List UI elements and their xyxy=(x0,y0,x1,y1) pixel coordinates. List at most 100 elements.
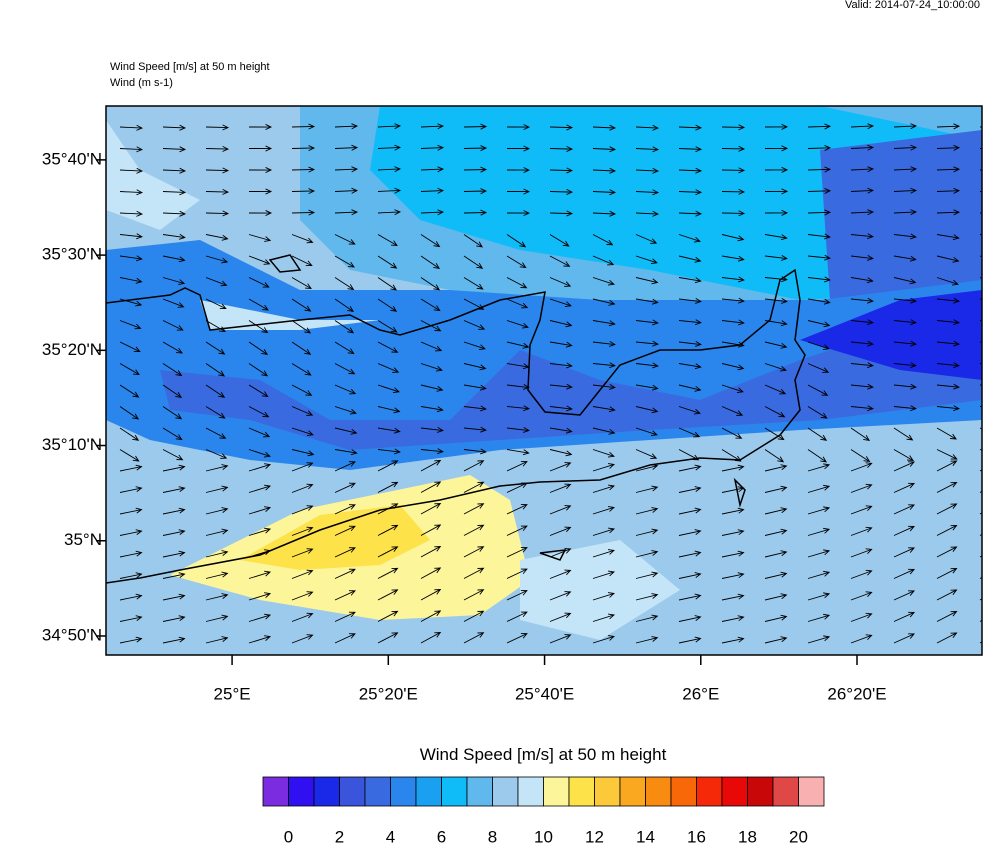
wind-arrow xyxy=(678,210,703,217)
wind-arrow xyxy=(678,406,701,415)
wind-arrow xyxy=(334,590,356,601)
wind-arrow xyxy=(678,189,703,196)
wind-arrow xyxy=(377,384,400,394)
wind-arrow xyxy=(936,234,960,241)
wind-arrow xyxy=(936,449,958,460)
wind-arrow xyxy=(463,209,488,216)
wind-arrow xyxy=(936,460,958,472)
wind-arrow xyxy=(678,507,702,515)
wind-arrow xyxy=(506,568,528,579)
wind-arrow xyxy=(635,298,659,305)
wind-arrow xyxy=(936,319,960,326)
wind-arrow xyxy=(291,384,313,396)
wind-arrow xyxy=(893,568,916,579)
wind-arrow xyxy=(334,547,356,558)
wind-arrow xyxy=(205,449,228,459)
wind-arrow xyxy=(463,546,485,558)
wind-arrow xyxy=(893,319,917,326)
wind-arrow xyxy=(420,341,443,352)
wind-arrow xyxy=(162,427,183,441)
wind-arrow xyxy=(764,571,788,579)
wind-arrow xyxy=(420,320,442,332)
wind-arrow xyxy=(807,506,831,515)
wind-arrow xyxy=(248,635,272,644)
wind-arrow xyxy=(420,448,444,455)
wind-arrow xyxy=(463,460,485,472)
wind-arrow xyxy=(334,363,356,375)
wind-arrow xyxy=(334,320,355,334)
wind-arrow xyxy=(635,362,659,369)
wind-arrow xyxy=(506,461,528,472)
wind-arrow xyxy=(549,277,572,287)
wind-arrow xyxy=(635,234,658,244)
wind-arrow xyxy=(377,320,398,333)
wind-arrow xyxy=(549,526,572,536)
wind-arrow xyxy=(678,615,702,622)
wind-arrow xyxy=(893,187,918,194)
wind-arrow xyxy=(506,426,530,433)
wind-arrow xyxy=(635,464,659,472)
wind-arrow xyxy=(162,449,184,461)
wind-arrow xyxy=(635,146,660,153)
colorbar-label: 6 xyxy=(437,827,446,845)
wind-arrow xyxy=(721,124,746,131)
wind-arrow xyxy=(248,406,270,418)
wind-arrow xyxy=(807,427,828,441)
wind-arrow xyxy=(635,167,660,174)
wind-arrow xyxy=(807,209,832,216)
wind-arrow xyxy=(205,210,230,217)
wind-arrow xyxy=(592,210,617,217)
colorbar-label: 12 xyxy=(585,827,604,845)
colorbar-swatch xyxy=(339,776,366,807)
wind-arrow xyxy=(377,503,399,515)
wind-arrow xyxy=(248,341,269,356)
wind-arrow xyxy=(807,592,831,601)
wind-arrow xyxy=(506,547,528,558)
wind-arrow xyxy=(850,505,873,515)
wind-arrow xyxy=(248,255,271,265)
wind-arrow xyxy=(420,481,442,493)
wind-arrow xyxy=(936,632,958,644)
wind-arrow xyxy=(936,524,958,536)
wind-arrow xyxy=(377,632,399,644)
wind-arrow xyxy=(205,464,229,472)
wind-arrow xyxy=(291,320,312,334)
wind-arrow xyxy=(248,570,272,579)
wind-arrow xyxy=(635,614,659,622)
wind-arrow xyxy=(334,461,356,472)
wind-arrow xyxy=(592,234,614,246)
wind-arrow xyxy=(205,320,226,333)
wind-arrow xyxy=(807,463,831,472)
wind-arrow xyxy=(119,124,144,131)
wind-arrow xyxy=(291,462,314,472)
wind-arrow xyxy=(291,298,312,312)
wind-arrow xyxy=(549,427,573,434)
wind-arrow xyxy=(463,298,485,310)
wind-arrow xyxy=(807,449,828,463)
wind-arrow xyxy=(119,636,143,644)
wind-arrow xyxy=(162,593,186,601)
wind-arrow xyxy=(291,145,316,152)
wind-arrow xyxy=(248,145,273,152)
wind-arrow xyxy=(506,124,531,131)
wind-arrow xyxy=(678,319,702,326)
wind-arrow xyxy=(463,341,486,351)
wind-arrow xyxy=(592,124,617,131)
wind-arrow xyxy=(850,166,875,173)
wind-arrow xyxy=(764,123,789,130)
wind-arrow xyxy=(549,591,572,601)
wind-arrow xyxy=(850,187,875,194)
wind-arrow xyxy=(936,144,961,151)
wind-arrow xyxy=(334,504,356,515)
wind-arrow xyxy=(205,124,230,131)
wind-arrow xyxy=(592,549,615,558)
wind-arrow xyxy=(721,319,745,326)
wind-arrow xyxy=(463,524,485,536)
wind-arrow xyxy=(162,255,186,263)
wind-arrow xyxy=(936,209,961,216)
wind-arrow xyxy=(248,427,271,438)
wind-arrow xyxy=(721,234,745,242)
wind-arrow xyxy=(420,545,442,558)
wind-arrow xyxy=(291,166,316,173)
wind-arrow xyxy=(291,548,314,558)
